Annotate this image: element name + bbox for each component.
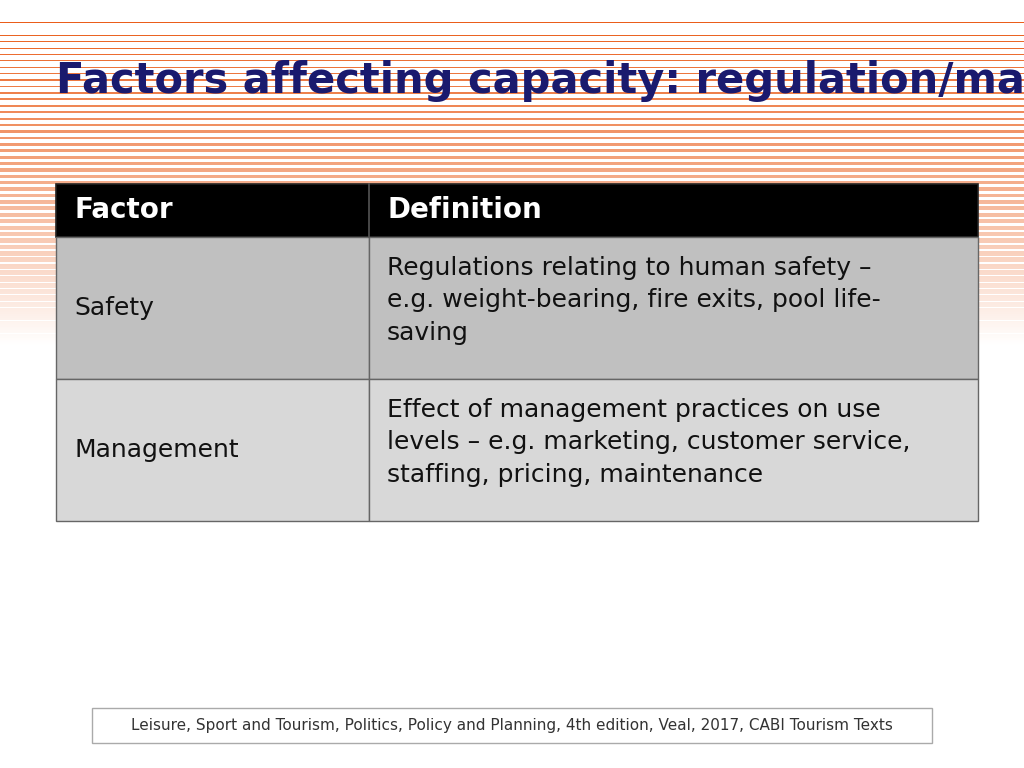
- Bar: [0, 331, 1024, 332]
- Bar: [0, 321, 1024, 323]
- Bar: [0, 334, 1024, 335]
- Bar: [0, 343, 1024, 344]
- Bar: [0, 323, 1024, 324]
- Bar: [0, 311, 1024, 312]
- Bar: [0, 318, 1024, 319]
- Bar: [0, 308, 1024, 309]
- Text: Effect of management practices on use
levels – e.g. marketing, customer service,: Effect of management practices on use le…: [387, 398, 910, 487]
- Bar: [56, 379, 369, 521]
- Bar: [92, 708, 932, 743]
- Bar: [0, 309, 1024, 310]
- Bar: [0, 340, 1024, 341]
- Bar: [0, 337, 1024, 338]
- Bar: [0, 306, 1024, 307]
- Bar: [0, 326, 1024, 327]
- Text: Regulations relating to human safety –
e.g. weight-bearing, fire exits, pool lif: Regulations relating to human safety – e…: [387, 256, 881, 345]
- Text: Definition: Definition: [387, 197, 542, 224]
- Bar: [0, 339, 1024, 340]
- Bar: [0, 344, 1024, 345]
- Bar: [0, 317, 1024, 318]
- Bar: [0, 320, 1024, 321]
- Bar: [0, 333, 1024, 334]
- Bar: [0, 312, 1024, 313]
- Bar: [0, 330, 1024, 331]
- Bar: [0, 346, 1024, 768]
- Bar: [369, 237, 978, 379]
- Bar: [0, 345, 1024, 346]
- Bar: [0, 325, 1024, 326]
- Bar: [0, 310, 1024, 311]
- Bar: [0, 316, 1024, 317]
- Bar: [56, 184, 978, 237]
- Bar: [0, 315, 1024, 316]
- Bar: [0, 332, 1024, 333]
- Bar: [0, 341, 1024, 342]
- Text: Safety: Safety: [75, 296, 155, 319]
- Text: Management: Management: [75, 438, 240, 462]
- Bar: [0, 335, 1024, 336]
- Text: Factors affecting capacity: regulation/management: Factors affecting capacity: regulation/m…: [56, 60, 1024, 101]
- Text: Factor: Factor: [75, 197, 173, 224]
- Bar: [369, 379, 978, 521]
- Text: Leisure, Sport and Tourism, Politics, Policy and Planning, 4th edition, Veal, 20: Leisure, Sport and Tourism, Politics, Po…: [131, 718, 893, 733]
- Bar: [0, 319, 1024, 320]
- Bar: [0, 329, 1024, 330]
- Bar: [0, 338, 1024, 339]
- Bar: [0, 336, 1024, 337]
- Bar: [0, 313, 1024, 314]
- Bar: [56, 237, 369, 379]
- Bar: [0, 327, 1024, 328]
- Bar: [0, 324, 1024, 325]
